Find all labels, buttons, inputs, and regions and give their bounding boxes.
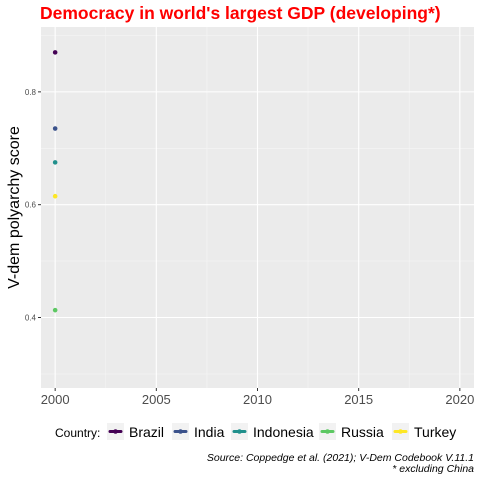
y-axis-label: V-dem polyarchy score	[6, 126, 23, 289]
legend-key-point	[237, 429, 242, 434]
y-axis: 0.4 0.6 0.8	[25, 88, 41, 322]
grid-major	[41, 27, 474, 388]
x-tick-label: 2005	[142, 392, 171, 407]
x-tick-label: 2020	[445, 392, 474, 407]
legend: Country: Brazil India Indonesia Russia Turke…	[55, 423, 456, 440]
x-axis: 2000 2005 2010 2015 2020	[41, 388, 474, 407]
y-tick-label: 0.4	[25, 313, 37, 322]
data-point-brazil	[52, 50, 58, 55]
data-point-russia	[52, 307, 58, 313]
legend-label-russia: Russia	[341, 424, 384, 440]
chart-title: Democracy in world's largest GDP (develo…	[40, 3, 441, 23]
data-points	[52, 50, 58, 313]
legend-label-brazil: Brazil	[129, 424, 164, 440]
data-point-indonesia	[52, 160, 58, 165]
y-tick-label: 0.6	[25, 201, 37, 210]
legend-label-india: India	[194, 424, 225, 440]
legend-key-point	[178, 429, 183, 434]
y-tick-label: 0.8	[25, 88, 37, 97]
legend-key-point	[325, 429, 330, 434]
data-point-india	[52, 126, 58, 131]
x-tick-label: 2010	[243, 392, 272, 407]
legend-label-turkey: Turkey	[414, 424, 456, 440]
caption-note: * excluding China	[392, 463, 474, 475]
data-point-turkey	[52, 193, 58, 199]
caption-source: Source: Coppedge et al. (2021); V-Dem Co…	[207, 452, 474, 464]
legend-key-point	[398, 429, 403, 434]
legend-label-indonesia: Indonesia	[253, 424, 314, 440]
legend-key-point	[113, 429, 118, 434]
x-tick-label: 2000	[41, 392, 70, 407]
x-tick-label: 2015	[344, 392, 373, 407]
legend-title: Country:	[55, 426, 100, 440]
